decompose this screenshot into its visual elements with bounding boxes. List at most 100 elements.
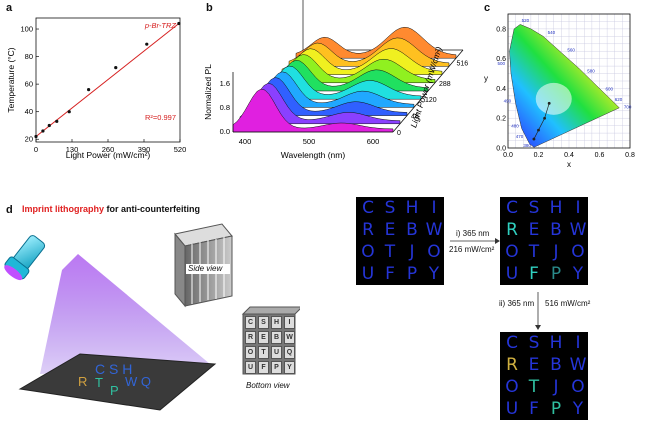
x-axis-label: Light Power (mW/cm²) bbox=[66, 150, 151, 160]
photo-letter: T bbox=[384, 242, 396, 262]
panel-d-title: Imprint lithography for anti-counterfeit… bbox=[22, 204, 200, 214]
data-point bbox=[41, 129, 45, 133]
photo-letter: O bbox=[571, 242, 585, 262]
photo-letter: S bbox=[384, 198, 396, 218]
svg-text:T: T bbox=[95, 375, 103, 390]
wavelength-label: 470 bbox=[516, 134, 524, 139]
z-tick-label: 288 bbox=[439, 81, 451, 88]
mask-letter-cell: F bbox=[258, 361, 269, 374]
arrows bbox=[450, 238, 541, 330]
panel-a-label: a bbox=[6, 2, 13, 14]
mask-side-view bbox=[174, 223, 233, 308]
chromaticity-point bbox=[537, 128, 540, 132]
photo-letter: F bbox=[529, 399, 539, 419]
y-tick-label: 100 bbox=[20, 25, 33, 34]
svg-text:C S H: C S H bbox=[95, 361, 132, 377]
photo-letter: O bbox=[361, 242, 375, 262]
legend-label: p-Br-TRZ bbox=[144, 21, 177, 30]
photo-letter: S bbox=[528, 333, 540, 353]
wavelength-label: 700 bbox=[624, 104, 632, 109]
mask-letter-cell: B bbox=[271, 331, 282, 344]
y-tick-label: 0.2 bbox=[496, 116, 506, 123]
photo-letter: W bbox=[569, 355, 587, 375]
photo-letter: I bbox=[575, 333, 581, 353]
svg-text:P: P bbox=[110, 383, 119, 398]
step1-power: 216 mW/cm² bbox=[449, 245, 495, 254]
photo-letter: F bbox=[529, 264, 539, 284]
white-point-glow bbox=[535, 82, 572, 115]
photo-letter: J bbox=[409, 242, 415, 262]
photo-letter: R bbox=[506, 220, 518, 240]
photo-letter: U bbox=[505, 399, 519, 419]
panel-d-title-rest: for anti-counterfeiting bbox=[104, 204, 201, 214]
photo-letter: T bbox=[528, 242, 540, 262]
z-axis-line bbox=[392, 49, 464, 133]
data-point bbox=[55, 119, 59, 123]
x-axis-label: x bbox=[567, 160, 571, 169]
photo-letter: I bbox=[431, 198, 437, 218]
temperature-vs-power-chart: 0 130 260 390 520 20 40 60 80 100 Light Power (mW/… bbox=[6, 17, 187, 160]
svg-text:R: R bbox=[78, 374, 87, 389]
photo-letter: R bbox=[506, 355, 518, 375]
y-axis-label: y bbox=[484, 74, 488, 83]
mask-letter-cell: R bbox=[245, 331, 256, 344]
z-tick-label: 120 bbox=[425, 97, 437, 104]
photo-letter: W bbox=[569, 220, 587, 240]
photo-letter: O bbox=[505, 377, 519, 397]
photo-letter: B bbox=[550, 355, 562, 375]
panel-d-title-highlight: Imprint lithography bbox=[22, 204, 104, 214]
mask-letter-cell: I bbox=[284, 316, 295, 329]
x-tick-label: 390 bbox=[138, 145, 151, 154]
photo-letter: O bbox=[571, 377, 585, 397]
wavelength-label: 490 bbox=[504, 98, 512, 103]
pl-spectra-3d-chart: 400 500 600 0.0 0.8 1.6 Wavelength (nm) Normali… bbox=[203, 0, 468, 160]
y-tick-label: 0.0 bbox=[496, 146, 506, 153]
photo-letter: H bbox=[549, 333, 563, 353]
photo-letter: T bbox=[528, 377, 540, 397]
wavelength-label: 500 bbox=[497, 61, 505, 66]
mask-letter-cell: W bbox=[284, 331, 295, 344]
data-point bbox=[34, 134, 38, 139]
y-axis-label: Normalized PL bbox=[203, 64, 213, 120]
y-tick-label: 0.6 bbox=[496, 56, 506, 63]
photo-letter: Y bbox=[572, 399, 584, 419]
photo-letter: P bbox=[550, 399, 562, 419]
panel-d-label: d bbox=[6, 204, 13, 216]
y-axis-label: Temperature (°C) bbox=[6, 47, 16, 112]
photo-letter: Y bbox=[572, 264, 584, 284]
step2-power: 516 mW/cm² bbox=[545, 299, 591, 308]
y-tick-label: 0.0 bbox=[220, 127, 230, 136]
photo-letter: W bbox=[425, 220, 443, 240]
pl-spectrum-layer bbox=[267, 60, 429, 92]
x-tick-label: 0.2 bbox=[534, 152, 544, 159]
mask-letter-cell: U bbox=[245, 361, 256, 374]
mask-letter-cell: O bbox=[245, 346, 256, 359]
z-tick-label: 48 bbox=[411, 114, 419, 121]
linear-fit-line bbox=[35, 23, 180, 137]
photo-letter: E bbox=[528, 220, 540, 240]
data-point bbox=[114, 66, 118, 70]
data-point bbox=[87, 88, 91, 92]
data-point bbox=[47, 123, 51, 128]
photo-letter: C bbox=[506, 198, 518, 218]
r-squared-annotation: R²=0.997 bbox=[145, 113, 176, 122]
mask-letter-cell: T bbox=[258, 346, 269, 359]
photo-letter: B bbox=[406, 220, 418, 240]
photo-letter: S bbox=[528, 198, 540, 218]
photo-letter: E bbox=[384, 220, 396, 240]
pl-spectrum-layer bbox=[232, 88, 394, 133]
x-tick-label: 520 bbox=[174, 145, 187, 154]
phosphor-film-plate bbox=[18, 353, 217, 411]
y-tick-label: 0.8 bbox=[220, 103, 230, 112]
photo-letter: U bbox=[505, 264, 519, 284]
step1-wavelength: i) 365 nm bbox=[456, 229, 490, 238]
pl-spectrum-layer bbox=[274, 54, 436, 84]
x-tick-label: 600 bbox=[367, 137, 380, 146]
data-point bbox=[145, 42, 149, 46]
photo-letter: E bbox=[528, 355, 540, 375]
panel-b-label: b bbox=[206, 2, 213, 14]
x-tick-label: 0.8 bbox=[625, 152, 635, 159]
